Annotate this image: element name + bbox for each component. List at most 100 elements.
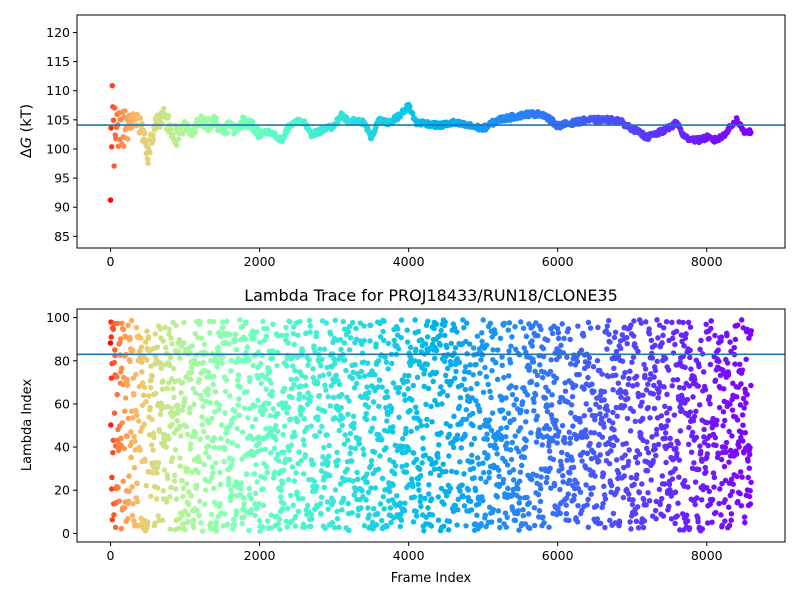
- lambda-point: [316, 392, 323, 399]
- lambda-point: [365, 404, 372, 410]
- lambda-point: [696, 363, 702, 370]
- lambda-point: [402, 500, 408, 506]
- lambda-point: [285, 340, 292, 346]
- lambda-point: [672, 466, 679, 472]
- lambda-point: [297, 318, 303, 325]
- lambda-point: [565, 399, 571, 405]
- lambda-point: [347, 335, 354, 341]
- lambda-point: [480, 497, 486, 504]
- lambda-point: [610, 409, 616, 416]
- lambda-point: [463, 338, 469, 345]
- lambda-point: [410, 519, 417, 525]
- lambda-point: [453, 436, 460, 443]
- lambda-point: [466, 341, 473, 347]
- lambda-point: [431, 325, 437, 332]
- lambda-point: [309, 516, 315, 522]
- lambda-point: [276, 458, 282, 464]
- lambda-point: [452, 375, 458, 381]
- lambda-point: [658, 495, 665, 502]
- lambda-point: [561, 335, 567, 342]
- lambda-point: [721, 386, 727, 392]
- lambda-point: [393, 493, 400, 499]
- lambda-point: [234, 442, 241, 449]
- lambda-point: [669, 383, 675, 389]
- lambda-point: [313, 329, 320, 336]
- lambda-point: [716, 500, 722, 507]
- lambda-point: [448, 468, 455, 475]
- lambda-point: [508, 343, 514, 349]
- lambda-point: [555, 329, 562, 336]
- lambda-point: [532, 392, 539, 398]
- lambda-point: [326, 442, 332, 449]
- lambda-point: [614, 437, 620, 443]
- lambda-point: [205, 392, 211, 398]
- lambda-point: [251, 471, 258, 477]
- lambda-point: [173, 496, 180, 502]
- lambda-point: [624, 415, 631, 422]
- lambda-point: [557, 510, 563, 517]
- lambda-point: [729, 488, 736, 495]
- lambda-point: [567, 435, 574, 441]
- lambda-point: [591, 430, 598, 436]
- lambda-point: [706, 488, 713, 495]
- lambda-point: [565, 491, 571, 497]
- lambda-point: [109, 474, 115, 481]
- lambda-point: [395, 326, 401, 332]
- lambda-point: [513, 384, 519, 391]
- lambda-point: [287, 492, 294, 499]
- lambda-point: [353, 336, 360, 342]
- lambda-point: [237, 317, 243, 323]
- lambda-point: [652, 446, 658, 452]
- delta-g-y-tick-label: 115: [46, 54, 70, 69]
- lambda-point: [665, 367, 672, 373]
- lambda-point: [209, 415, 215, 422]
- lambda-point: [626, 375, 632, 382]
- lambda-point: [440, 388, 446, 395]
- lambda-point: [448, 340, 455, 347]
- lambda-point: [369, 425, 376, 431]
- lambda-point: [323, 320, 330, 326]
- lambda-point: [263, 333, 270, 339]
- lambda-point: [560, 479, 566, 485]
- lambda-point: [577, 419, 583, 425]
- lambda-point: [407, 344, 414, 351]
- lambda-point: [233, 479, 239, 485]
- lambda-point: [300, 471, 307, 477]
- lambda-point: [386, 484, 392, 491]
- lambda-point: [611, 334, 618, 341]
- lambda-point: [118, 435, 124, 442]
- lambda-point: [112, 347, 118, 353]
- lambda-point: [497, 335, 504, 342]
- lambda-point: [203, 398, 209, 405]
- lambda-point: [567, 336, 573, 343]
- lambda-y-tick-label: 80: [54, 353, 70, 368]
- lambda-point: [114, 391, 120, 398]
- lambda-point: [311, 343, 317, 349]
- lambda-point: [181, 340, 187, 346]
- lambda-point: [501, 374, 507, 381]
- lambda-point: [143, 398, 149, 405]
- lambda-point: [483, 479, 489, 485]
- lambda-point: [679, 395, 686, 402]
- lambda-point: [279, 480, 286, 487]
- lambda-point: [454, 522, 460, 528]
- lambda-point: [177, 433, 184, 439]
- lambda-point: [187, 446, 194, 452]
- lambda-point: [472, 487, 479, 494]
- lambda-x-tick-label: 4000: [393, 548, 425, 563]
- lambda-point: [181, 319, 187, 326]
- lambda-point: [179, 477, 185, 484]
- lambda-point: [135, 418, 142, 424]
- lambda-point: [295, 508, 302, 515]
- lambda-point: [383, 359, 390, 365]
- lambda-point: [162, 324, 168, 331]
- delta-g-point: [168, 127, 174, 133]
- lambda-point: [256, 501, 262, 507]
- lambda-point: [537, 498, 544, 505]
- lambda-point: [520, 512, 527, 519]
- lambda-point: [286, 447, 292, 453]
- lambda-point: [503, 395, 509, 401]
- lambda-point: [425, 505, 431, 511]
- lambda-point: [264, 464, 270, 470]
- lambda-point: [717, 486, 723, 492]
